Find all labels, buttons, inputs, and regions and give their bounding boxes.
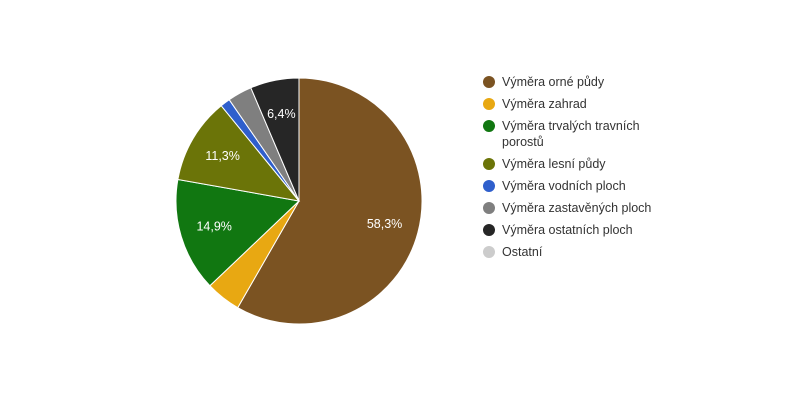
legend-item-vymera-lesni-pudy[interactable]: Výměra lesní půdy — [483, 156, 683, 172]
legend-label: Výměra zahrad — [502, 97, 587, 111]
slice-data-label: 14,9% — [196, 220, 231, 234]
legend-item-vymera-vodnich-ploch[interactable]: Výměra vodních ploch — [483, 178, 683, 194]
legend-item-vymera-zastavenych-ploch[interactable]: Výměra zastavěných ploch — [483, 200, 683, 216]
legend-swatch-icon — [483, 224, 495, 236]
legend-item-vymera-ostatnich-ploch[interactable]: Výměra ostatních ploch — [483, 222, 683, 238]
legend-swatch-icon — [483, 76, 495, 88]
legend-label: Výměra orné půdy — [502, 75, 605, 89]
legend-swatch-icon — [483, 180, 495, 192]
legend-item-vymera-trvalych-travnich-porostu[interactable]: Výměra trvalých travních porostů — [483, 118, 683, 150]
slice-data-label: 6,4% — [267, 107, 296, 121]
legend-label: Výměra trvalých travních porostů — [502, 119, 640, 149]
legend-label: Výměra vodních ploch — [502, 179, 626, 193]
legend-label: Výměra ostatních ploch — [502, 223, 633, 237]
legend-label: Výměra lesní půdy — [502, 157, 606, 171]
legend-swatch-icon — [483, 98, 495, 110]
slice-data-label: 11,3% — [205, 149, 240, 163]
pie-slice-vymera-ostatnich-ploch[interactable] — [250, 77, 300, 202]
pie-slice-vymera-lesni-pudy[interactable] — [177, 105, 301, 202]
pie-slice-vymera-trvalych-travnich-porostu[interactable] — [175, 178, 301, 287]
legend-label: Ostatní — [502, 245, 543, 259]
pie-slice-vymera-orne-pudy[interactable] — [237, 77, 423, 325]
legend-item-vymera-zahrad[interactable]: Výměra zahrad — [483, 96, 683, 112]
legend-swatch-icon — [483, 202, 495, 214]
legend-label: Výměra zastavěných ploch — [502, 201, 652, 215]
legend-swatch-icon — [483, 120, 495, 132]
legend-swatch-icon — [483, 246, 495, 258]
slice-data-label: 58,3% — [367, 217, 402, 231]
chart-legend: Výměra orné půdy Výměra zahrad Výměra trva… — [483, 74, 683, 266]
legend-item-ostatni[interactable]: Ostatní — [483, 244, 683, 260]
legend-item-vymera-orne-pudy[interactable]: Výměra orné půdy — [483, 74, 683, 90]
legend-swatch-icon — [483, 158, 495, 170]
